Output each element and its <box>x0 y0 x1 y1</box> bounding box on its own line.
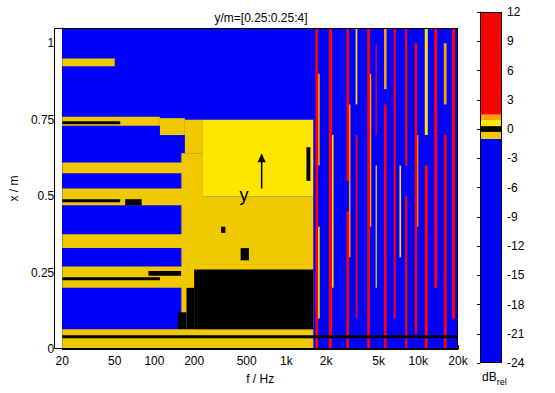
svg-text:9: 9 <box>507 34 514 48</box>
svg-text:-6: -6 <box>507 181 518 195</box>
svg-text:10k: 10k <box>409 354 429 368</box>
svg-text:0.5: 0.5 <box>38 189 55 203</box>
svg-text:-15: -15 <box>507 268 525 282</box>
svg-text:-24: -24 <box>507 356 525 370</box>
svg-text:x / m: x / m <box>7 175 21 201</box>
svg-text:dB: dB <box>482 370 497 384</box>
svg-text:-21: -21 <box>507 327 525 341</box>
svg-text:-12: -12 <box>507 239 525 253</box>
svg-text:2k: 2k <box>320 354 334 368</box>
svg-text:y: y <box>239 185 248 205</box>
svg-text:f / Hz: f / Hz <box>246 372 274 386</box>
svg-text:-3: -3 <box>507 151 518 165</box>
svg-text:100: 100 <box>144 354 164 368</box>
svg-text:6: 6 <box>507 64 514 78</box>
svg-text:-18: -18 <box>507 298 525 312</box>
svg-text:-9: -9 <box>507 210 518 224</box>
svg-text:1: 1 <box>48 36 55 50</box>
svg-text:0.75: 0.75 <box>31 113 55 127</box>
svg-text:500: 500 <box>237 354 257 368</box>
svg-text:0: 0 <box>48 342 55 356</box>
svg-text:12: 12 <box>507 5 521 19</box>
svg-text:20: 20 <box>56 354 70 368</box>
svg-text:200: 200 <box>184 354 204 368</box>
svg-text:y/m=[0.25:0.25:4]: y/m=[0.25:0.25:4] <box>214 11 307 25</box>
svg-text:0: 0 <box>507 122 514 136</box>
svg-text:1k: 1k <box>280 354 294 368</box>
svg-text:5k: 5k <box>372 354 386 368</box>
svg-text:0.25: 0.25 <box>31 266 55 280</box>
svg-text:3: 3 <box>507 93 514 107</box>
svg-text:20k: 20k <box>448 354 468 368</box>
svg-text:rel: rel <box>497 377 507 387</box>
svg-text:50: 50 <box>108 354 122 368</box>
